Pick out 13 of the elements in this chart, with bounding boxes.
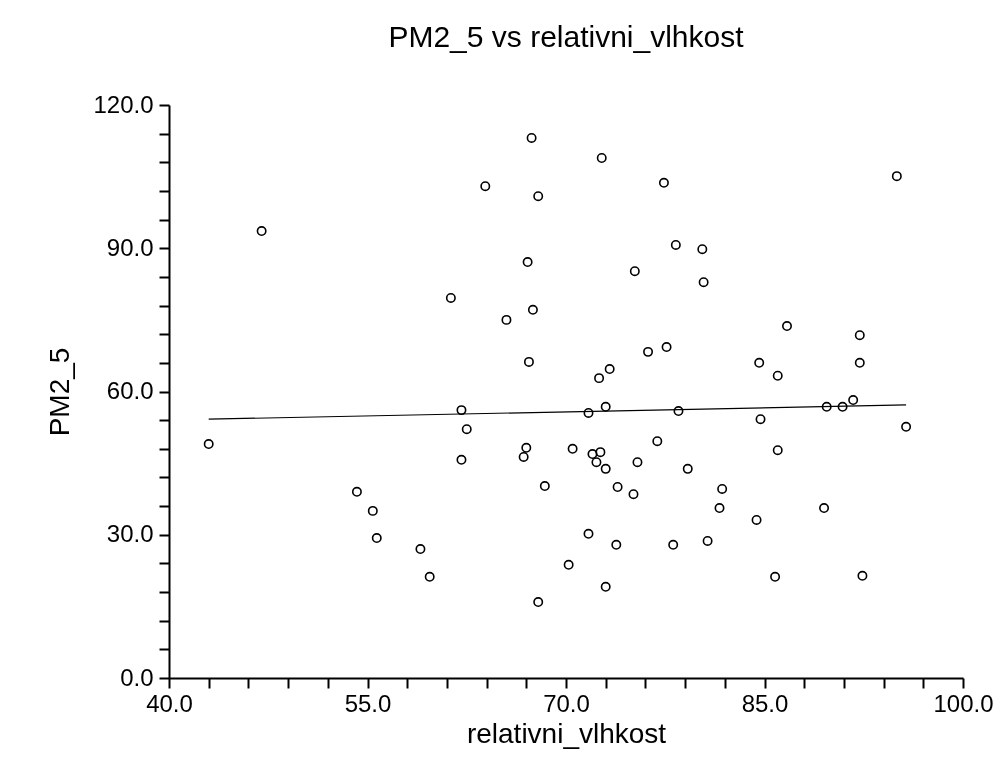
x-tick-label: 70.0: [543, 689, 590, 717]
x-tick-label: 40.0: [146, 689, 193, 717]
chart-title: PM2_5 vs relativni_vlhkost: [388, 20, 745, 53]
y-tick-label: 60.0: [106, 377, 154, 404]
y-tick-label: 120.0: [93, 90, 154, 118]
y-axis-title: PM2_5: [44, 347, 76, 437]
y-tick-label: 90.0: [106, 233, 154, 261]
y-tick-label: 30.0: [106, 520, 154, 548]
x-tick-label: 85.0: [741, 689, 789, 717]
x-tick-label: 55.0: [344, 689, 392, 717]
y-tick-label: 0.0: [120, 663, 154, 691]
x-tick-label: 100.0: [933, 689, 994, 717]
x-axis-title: relativni_vlhkost: [466, 717, 667, 749]
